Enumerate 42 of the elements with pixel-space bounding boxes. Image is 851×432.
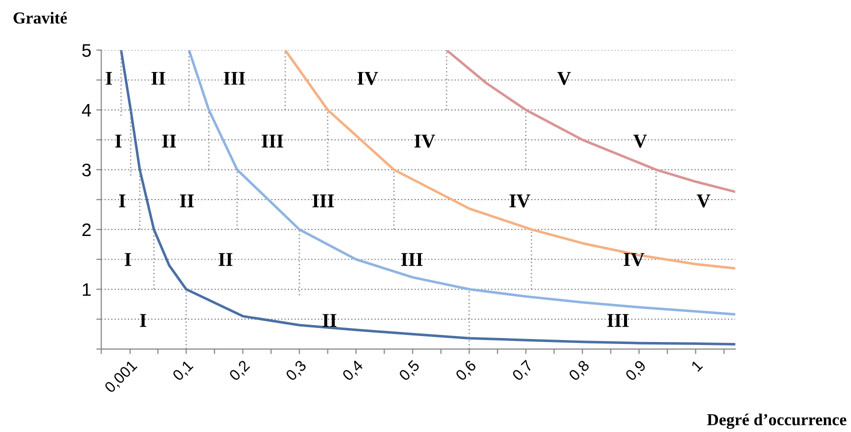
line-series (445, 50, 736, 194)
line-series (120, 50, 736, 346)
annotation: V (696, 194, 710, 208)
annotation: I (106, 72, 112, 85)
annotation: II (218, 253, 232, 266)
annotation: I (140, 314, 146, 327)
annotation: I (124, 253, 132, 266)
y-tick-label: 5 (82, 44, 91, 57)
y-tick-label: 4 (82, 104, 92, 116)
x-tick-label: 0,4 (342, 359, 365, 383)
annotation: IV (357, 72, 378, 85)
annotation: II (151, 72, 166, 85)
annotation: II (180, 194, 194, 208)
x-tick-label: 0,9 (624, 360, 648, 383)
annotation: IV (510, 194, 530, 208)
x-tick-label: 0,3 (285, 360, 308, 383)
annotation: I (115, 134, 122, 148)
x-tick-label: 0,6 (454, 360, 478, 383)
annotation: V (557, 72, 571, 85)
x-tick-label: 1 (690, 360, 703, 372)
annotation: III (607, 314, 629, 327)
x-tick-label: 0,5 (398, 360, 422, 383)
annotation: III (262, 134, 284, 148)
annotation: III (312, 194, 334, 208)
x-tick-label: 0,8 (568, 360, 592, 383)
annotation: II (162, 134, 176, 148)
annotation: III (401, 253, 423, 266)
annotation: IV (414, 134, 436, 148)
annotation: II (322, 314, 336, 327)
annotation: V (633, 134, 647, 148)
x-tick-label: 0,1 (172, 360, 195, 383)
x-tick-label: 0,2 (228, 360, 252, 383)
y-axis-title: Gravité (14, 12, 67, 24)
x-tick-label: 0,7 (512, 360, 534, 383)
annotation: III (224, 72, 246, 85)
line-series (284, 50, 736, 270)
annotation: IV (624, 253, 644, 266)
annotation: I (119, 194, 126, 208)
y-tick-label: 2 (82, 223, 91, 236)
y-tick-label: 1 (82, 283, 91, 296)
x-axis-title: Degré d’occurrence (707, 414, 846, 429)
y-tick-label: 3 (82, 164, 91, 176)
